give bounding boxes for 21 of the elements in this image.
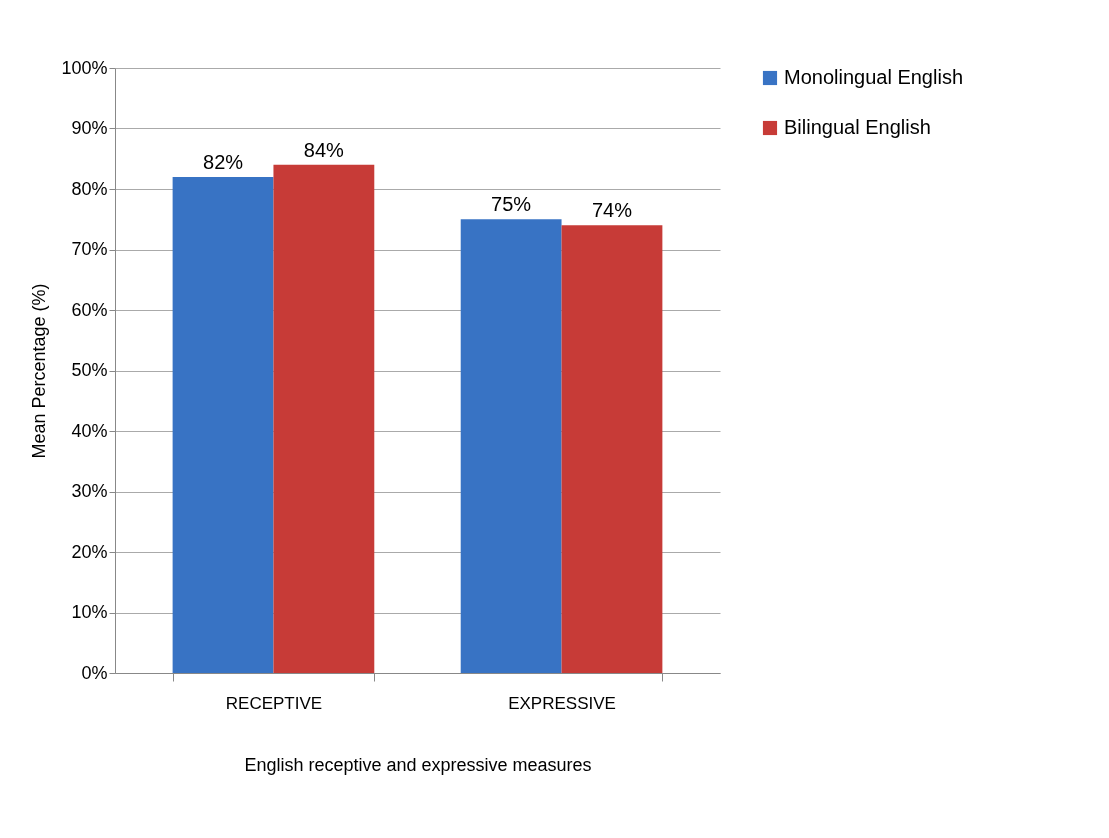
y-tick-label: 50% <box>71 360 108 380</box>
y-axis-title: Mean Percentage (%) <box>29 283 50 459</box>
x-tick-label: EXPRESSIVE <box>508 693 616 713</box>
data-label: 74% <box>591 199 633 222</box>
data-label: 82% <box>203 150 244 173</box>
y-tick-label: 70% <box>71 239 108 259</box>
y-tick-label: 80% <box>71 178 108 199</box>
data-label: 84% <box>303 138 345 161</box>
legend-label: Monolingual English <box>784 66 964 88</box>
y-tick-label: 40% <box>71 420 108 441</box>
legend-label: Bilingual English <box>784 116 931 138</box>
data-label: 75% <box>491 193 532 216</box>
y-tick-label: 20% <box>71 541 108 562</box>
y-tick-label: 30% <box>71 481 108 501</box>
x-tick-label: RECEPTIVE <box>225 693 323 713</box>
y-tick-label: 0% <box>81 662 108 683</box>
y-tick-label: 100% <box>61 57 108 78</box>
y-tick-label: 60% <box>71 299 108 320</box>
x-axis-title: English receptive and expressive measures <box>244 754 592 775</box>
y-tick-label: 10% <box>71 602 108 622</box>
y-tick-label: 90% <box>71 118 108 138</box>
